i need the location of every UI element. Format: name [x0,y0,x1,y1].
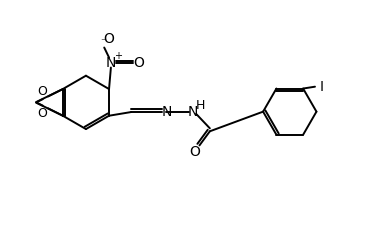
Text: ⁻: ⁻ [100,37,106,47]
Text: O: O [190,145,201,159]
Text: N: N [161,105,171,119]
Text: N: N [187,105,198,119]
Text: N: N [106,56,116,70]
Text: H: H [196,99,205,112]
Text: O: O [37,85,47,98]
Text: I: I [320,80,324,94]
Text: O: O [37,107,47,120]
Text: +: + [113,52,122,62]
Text: O: O [103,32,114,46]
Text: O: O [133,56,144,70]
